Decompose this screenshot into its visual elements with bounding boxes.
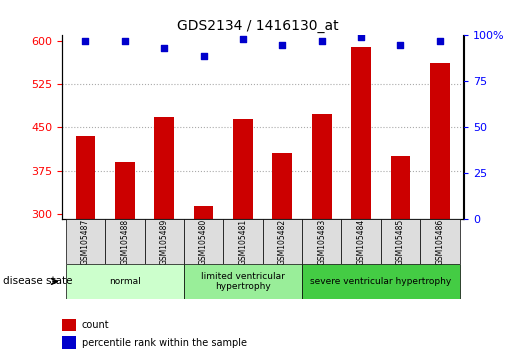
Bar [272, 153, 292, 354]
Text: GDS2134 / 1416130_at: GDS2134 / 1416130_at [177, 19, 338, 34]
FancyBboxPatch shape [105, 219, 145, 264]
Text: disease state: disease state [3, 276, 72, 286]
Bar [194, 206, 213, 354]
FancyBboxPatch shape [263, 219, 302, 264]
Bar [312, 114, 332, 354]
FancyBboxPatch shape [224, 219, 263, 264]
FancyBboxPatch shape [184, 264, 302, 299]
Point [160, 45, 168, 51]
Bar [62, 336, 76, 349]
Text: GSM105489: GSM105489 [160, 218, 169, 265]
Point [278, 42, 286, 47]
FancyBboxPatch shape [381, 219, 420, 264]
FancyBboxPatch shape [145, 219, 184, 264]
Bar [391, 156, 410, 354]
Text: GSM105484: GSM105484 [356, 218, 366, 265]
Text: GSM105488: GSM105488 [121, 218, 129, 265]
FancyBboxPatch shape [302, 264, 459, 299]
Point [239, 36, 247, 42]
Text: limited ventricular
hypertrophy: limited ventricular hypertrophy [201, 272, 285, 291]
Point [318, 38, 326, 44]
FancyBboxPatch shape [66, 219, 105, 264]
Bar [115, 162, 134, 354]
Bar [430, 63, 450, 354]
Point [436, 38, 444, 44]
FancyBboxPatch shape [184, 219, 224, 264]
Bar [62, 319, 76, 331]
Point [357, 34, 365, 40]
FancyBboxPatch shape [66, 264, 184, 299]
Text: GSM105480: GSM105480 [199, 218, 208, 265]
FancyBboxPatch shape [302, 219, 341, 264]
Point [199, 53, 208, 58]
Text: GSM105485: GSM105485 [396, 218, 405, 265]
Text: GSM105482: GSM105482 [278, 218, 287, 265]
Text: normal: normal [109, 277, 141, 286]
Text: percentile rank within the sample: percentile rank within the sample [82, 338, 247, 348]
Text: GSM105483: GSM105483 [317, 218, 326, 265]
FancyBboxPatch shape [420, 219, 459, 264]
Text: GSM105481: GSM105481 [238, 218, 248, 265]
Text: count: count [82, 320, 110, 330]
Text: severe ventricular hypertrophy: severe ventricular hypertrophy [310, 277, 452, 286]
Text: GSM105487: GSM105487 [81, 218, 90, 265]
Bar [351, 47, 371, 354]
Point [81, 38, 90, 44]
Point [397, 42, 405, 47]
FancyBboxPatch shape [341, 219, 381, 264]
Text: GSM105486: GSM105486 [435, 218, 444, 265]
Point [121, 38, 129, 44]
Bar [76, 136, 95, 354]
Bar [154, 117, 174, 354]
Bar [233, 119, 253, 354]
